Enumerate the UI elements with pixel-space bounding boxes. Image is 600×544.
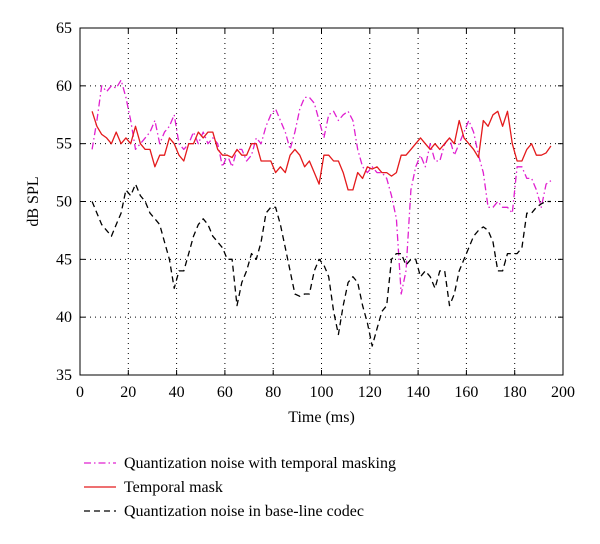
series-line-1: [91, 110, 552, 191]
x-tick-label: 20: [120, 384, 136, 401]
legend-label-2: Quantization noise in base-line codec: [124, 503, 364, 520]
series-lines: [91, 79, 552, 347]
x-tick-label: 180: [503, 384, 527, 401]
x-tick-label: 120: [358, 384, 382, 401]
y-tick-label: 55: [56, 136, 72, 153]
y-tick-label: 45: [56, 251, 72, 268]
x-axis-label: Time (ms): [288, 409, 355, 426]
x-tick-label: 140: [406, 384, 430, 401]
x-tick-label: 160: [454, 384, 478, 401]
x-tick-label: 80: [265, 384, 281, 401]
legend: Quantization noise with temporal masking…: [84, 455, 396, 520]
legend-label-0: Quantization noise with temporal masking: [124, 455, 396, 472]
x-tick-label: 100: [310, 384, 334, 401]
x-tick-label: 40: [169, 384, 185, 401]
x-tick-label: 200: [551, 384, 575, 401]
axis-ticks: 0 20 40 60 80 100 120 140 160 180 200 35 40 45 50 55 60 6…: [56, 20, 575, 401]
y-axis-label: dB SPL: [25, 176, 42, 226]
y-tick-label: 50: [56, 194, 72, 211]
legend-label-1: Temporal mask: [124, 479, 223, 496]
grid-lines: [80, 28, 563, 375]
x-tick-label: 0: [76, 384, 84, 401]
y-tick-label: 60: [56, 78, 72, 95]
y-tick-label: 35: [56, 367, 72, 384]
series-line-2: [91, 183, 551, 347]
x-tick-label: 60: [217, 384, 233, 401]
y-tick-label: 65: [56, 20, 72, 37]
series-line-0: [91, 79, 552, 295]
y-tick-label: 40: [56, 309, 72, 326]
